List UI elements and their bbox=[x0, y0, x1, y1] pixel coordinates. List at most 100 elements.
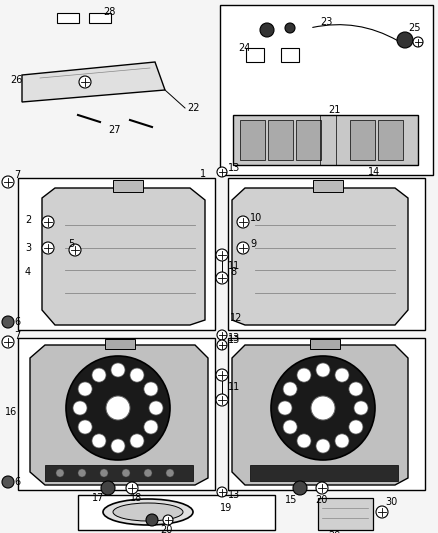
Circle shape bbox=[111, 439, 125, 453]
Circle shape bbox=[376, 506, 388, 518]
Bar bbox=[313, 180, 343, 192]
Circle shape bbox=[293, 481, 307, 495]
Bar bbox=[18, 338, 215, 490]
Bar bbox=[89, 13, 111, 23]
Circle shape bbox=[297, 368, 311, 382]
Circle shape bbox=[2, 176, 14, 188]
Text: 10: 10 bbox=[250, 213, 262, 223]
Circle shape bbox=[126, 482, 138, 494]
Circle shape bbox=[78, 469, 86, 477]
Circle shape bbox=[130, 368, 144, 382]
Ellipse shape bbox=[103, 499, 193, 525]
Circle shape bbox=[216, 394, 228, 406]
Polygon shape bbox=[22, 62, 165, 102]
Circle shape bbox=[2, 336, 14, 348]
Circle shape bbox=[260, 23, 274, 37]
Text: 8: 8 bbox=[230, 267, 236, 277]
Text: 14: 14 bbox=[368, 167, 380, 177]
Circle shape bbox=[237, 242, 249, 254]
Circle shape bbox=[316, 482, 328, 494]
Text: 11: 11 bbox=[228, 261, 240, 271]
Circle shape bbox=[42, 216, 54, 228]
Text: 5: 5 bbox=[68, 239, 74, 249]
Circle shape bbox=[79, 76, 91, 88]
Circle shape bbox=[69, 244, 81, 256]
Circle shape bbox=[271, 356, 375, 460]
Bar bbox=[18, 178, 215, 330]
Circle shape bbox=[297, 434, 311, 448]
Circle shape bbox=[217, 340, 227, 350]
Circle shape bbox=[122, 469, 130, 477]
Circle shape bbox=[316, 363, 330, 377]
Text: 11: 11 bbox=[228, 382, 240, 392]
Bar bbox=[268, 120, 293, 160]
Circle shape bbox=[144, 382, 158, 396]
Text: 6: 6 bbox=[14, 477, 20, 487]
Polygon shape bbox=[232, 188, 408, 325]
Text: 26: 26 bbox=[10, 75, 22, 85]
Circle shape bbox=[144, 469, 152, 477]
Circle shape bbox=[106, 396, 130, 420]
Circle shape bbox=[311, 396, 335, 420]
Text: 25: 25 bbox=[408, 23, 420, 33]
Text: 13: 13 bbox=[228, 333, 240, 343]
Text: 4: 4 bbox=[25, 267, 31, 277]
Circle shape bbox=[397, 32, 413, 48]
Text: 7: 7 bbox=[14, 331, 20, 341]
Circle shape bbox=[92, 434, 106, 448]
Text: 29: 29 bbox=[328, 531, 340, 533]
Circle shape bbox=[130, 434, 144, 448]
Text: 24: 24 bbox=[238, 43, 251, 53]
Circle shape bbox=[216, 272, 228, 284]
Circle shape bbox=[100, 469, 108, 477]
Bar bbox=[113, 180, 143, 192]
Circle shape bbox=[92, 368, 106, 382]
Circle shape bbox=[101, 481, 115, 495]
Text: 9: 9 bbox=[250, 239, 256, 249]
Polygon shape bbox=[30, 345, 208, 485]
Text: 12: 12 bbox=[230, 313, 242, 323]
Text: 7: 7 bbox=[14, 170, 20, 180]
Text: 17: 17 bbox=[92, 493, 104, 503]
Circle shape bbox=[316, 439, 330, 453]
Circle shape bbox=[349, 382, 363, 396]
Bar bbox=[318, 498, 373, 530]
Circle shape bbox=[56, 469, 64, 477]
Text: 18: 18 bbox=[130, 493, 142, 503]
Bar bbox=[220, 5, 433, 175]
Bar bbox=[246, 48, 264, 62]
Text: 27: 27 bbox=[108, 125, 120, 135]
Circle shape bbox=[166, 469, 174, 477]
Circle shape bbox=[73, 401, 87, 415]
Circle shape bbox=[216, 369, 228, 381]
Bar bbox=[250, 465, 398, 481]
Bar bbox=[78, 495, 275, 530]
Circle shape bbox=[283, 420, 297, 434]
Circle shape bbox=[278, 401, 292, 415]
Text: 13: 13 bbox=[228, 163, 240, 173]
Circle shape bbox=[217, 167, 227, 177]
Text: 3: 3 bbox=[25, 243, 31, 253]
Text: 22: 22 bbox=[187, 103, 199, 113]
Circle shape bbox=[111, 363, 125, 377]
Bar bbox=[228, 178, 425, 330]
Bar bbox=[310, 339, 340, 349]
Circle shape bbox=[237, 216, 249, 228]
Circle shape bbox=[335, 434, 349, 448]
Circle shape bbox=[78, 420, 92, 434]
Bar bbox=[233, 115, 418, 165]
Circle shape bbox=[335, 368, 349, 382]
Text: 16: 16 bbox=[5, 407, 17, 417]
Text: 20: 20 bbox=[315, 495, 327, 505]
Circle shape bbox=[216, 249, 228, 261]
Bar bbox=[228, 338, 425, 490]
Text: 23: 23 bbox=[320, 17, 332, 27]
Circle shape bbox=[285, 23, 295, 33]
Bar bbox=[281, 48, 299, 62]
Text: 30: 30 bbox=[385, 497, 397, 507]
Circle shape bbox=[2, 316, 14, 328]
Circle shape bbox=[42, 242, 54, 254]
Circle shape bbox=[217, 330, 227, 340]
Bar bbox=[350, 120, 375, 160]
Text: 28: 28 bbox=[103, 7, 115, 17]
